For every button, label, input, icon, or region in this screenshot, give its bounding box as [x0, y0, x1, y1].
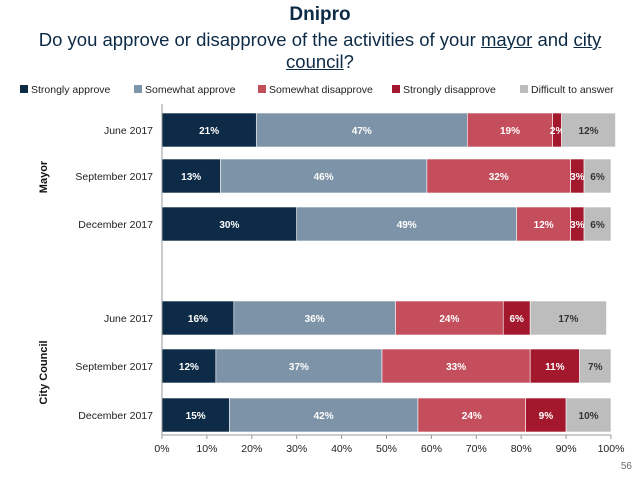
bar-segment-r3-s4 — [529, 300, 607, 336]
data-label-r3-s0: 16% — [188, 314, 208, 325]
legend-swatch-4 — [520, 85, 528, 93]
x-tick-label-6: 60% — [421, 443, 442, 455]
bar-segment-r3-s2 — [395, 300, 504, 336]
data-label-r4-s3: 11% — [545, 362, 565, 373]
category-label-5: December 2017 — [78, 410, 153, 422]
chart-subtitle: Do you approve or disapprove of the acti… — [20, 29, 620, 73]
bar-segment-r2-s1 — [296, 206, 518, 242]
data-label-r1-s0: 13% — [181, 172, 201, 183]
subtitle-part-1: mayor — [480, 29, 533, 50]
x-tick-label-10: 100% — [598, 443, 625, 455]
data-label-r1-s3: 3% — [570, 172, 585, 183]
bar-segment-r0-s2 — [467, 112, 553, 148]
subtitle-part-0: Do you approve or disapprove of the acti… — [38, 29, 481, 50]
data-label-r0-s4: 12% — [579, 126, 599, 137]
bars: 21% 47% 19% 2% 12% 13% 46% 32% 3% 6% 30% 49% 12% 3% 6%… — [161, 112, 616, 433]
x-tick-label-3: 30% — [286, 443, 307, 455]
bar-segment-r4-s1 — [215, 348, 383, 384]
chart-title: Dnipro — [289, 4, 351, 25]
data-label-r2-s3: 3% — [570, 220, 585, 231]
data-label-r4-s4: 7% — [588, 362, 603, 373]
bar-segment-r5-s3 — [525, 397, 567, 433]
legend-label-1: Somewhat approve — [145, 84, 236, 96]
bar-segment-r5-s4 — [565, 397, 612, 433]
legend-swatch-3 — [392, 85, 400, 93]
data-label-r5-s1: 42% — [314, 411, 334, 422]
data-label-r0-s0: 21% — [199, 126, 219, 137]
legend-swatch-0 — [20, 85, 28, 93]
category-label-0: June 2017 — [104, 125, 153, 137]
group-label-0: Mayor — [38, 160, 50, 193]
x-tick-label-5: 50% — [376, 443, 397, 455]
data-label-r4-s0: 12% — [179, 362, 199, 373]
bar-segment-r5-s0 — [161, 397, 230, 433]
bar-segment-r1-s4 — [583, 158, 612, 194]
x-tick-label-8: 80% — [511, 443, 532, 455]
data-label-r3-s2: 24% — [439, 314, 459, 325]
category-label-3: June 2017 — [104, 313, 153, 325]
bar-segment-r4-s2 — [381, 348, 531, 384]
subtitle-part-4: ? — [343, 51, 354, 72]
bar-segment-r1-s2 — [426, 158, 571, 194]
data-label-r1-s1: 46% — [314, 172, 334, 183]
data-label-r5-s3: 9% — [539, 411, 554, 422]
bar-segment-r2-s0 — [161, 206, 297, 242]
legend-label-3: Strongly disapprove — [403, 84, 496, 96]
data-label-r2-s1: 49% — [397, 220, 417, 231]
x-tick-label-4: 40% — [331, 443, 352, 455]
bar-segment-r3-s0 — [161, 300, 235, 336]
bar-segment-r3-s3 — [502, 300, 531, 336]
data-label-r2-s4: 6% — [590, 220, 605, 231]
group-labels: Mayor City Council — [38, 160, 50, 405]
data-label-r2-s2: 12% — [534, 220, 554, 231]
data-label-r4-s1: 37% — [289, 362, 309, 373]
category-label-4: September 2017 — [75, 361, 153, 373]
x-tick-label-2: 20% — [241, 443, 262, 455]
x-axis: 0% 10% 20% 30% 40% 50% 60% 70% 80% 90% 100% — [154, 104, 624, 455]
bar-segment-r0-s1 — [255, 112, 468, 148]
data-label-r3-s4: 17% — [558, 314, 578, 325]
bar-segment-r2-s4 — [583, 206, 612, 242]
legend-label-4: Difficult to answer — [531, 84, 614, 96]
category-label-1: September 2017 — [75, 171, 153, 183]
bar-segment-r5-s1 — [229, 397, 419, 433]
bar-segment-r0-s4 — [561, 112, 616, 148]
subtitle-part-2: and — [532, 29, 574, 50]
data-label-r5-s2: 24% — [462, 411, 482, 422]
legend-swatch-2 — [258, 85, 266, 93]
data-label-r3-s1: 36% — [305, 314, 325, 325]
group-label-1: City Council — [38, 340, 50, 404]
bar-segment-r2-s2 — [516, 206, 571, 242]
row-labels: June 2017 September 2017 December 2017 June… — [75, 125, 153, 422]
data-label-r2-s0: 30% — [219, 220, 239, 231]
data-label-r1-s4: 6% — [590, 172, 605, 183]
bar-segment-r4-s3 — [529, 348, 580, 384]
data-label-r5-s4: 10% — [579, 411, 599, 422]
x-tick-label-9: 90% — [556, 443, 577, 455]
x-tick-label-7: 70% — [466, 443, 487, 455]
data-label-r0-s3: 2% — [550, 126, 565, 137]
data-label-r5-s0: 15% — [186, 411, 206, 422]
data-label-r3-s3: 6% — [509, 314, 524, 325]
legend: Strongly approve Somewhat approve Somewhat… — [20, 84, 614, 96]
legend-swatch-1 — [134, 85, 142, 93]
page-number: 56 — [620, 461, 632, 472]
x-tick-label-0: 0% — [154, 443, 169, 455]
category-label-2: December 2017 — [78, 219, 153, 231]
x-tick-label-1: 10% — [196, 443, 217, 455]
legend-label-2: Somewhat disapprove — [269, 84, 373, 96]
bar-segment-r1-s0 — [161, 158, 221, 194]
data-label-r1-s2: 32% — [489, 172, 509, 183]
data-label-r4-s2: 33% — [446, 362, 466, 373]
data-label-r0-s2: 19% — [500, 126, 520, 137]
subtitle-part-3: city council — [286, 29, 602, 72]
legend-label-0: Strongly approve — [31, 84, 111, 96]
bar-segment-r5-s2 — [417, 397, 526, 433]
bar-segment-r3-s1 — [233, 300, 396, 336]
bar-segment-r1-s1 — [220, 158, 428, 194]
data-label-r0-s1: 47% — [352, 126, 372, 137]
bar-segment-r4-s4 — [579, 348, 612, 384]
